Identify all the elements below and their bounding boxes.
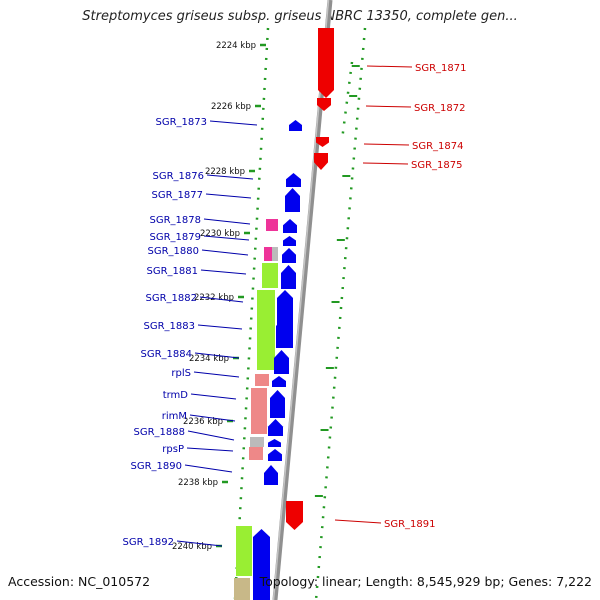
genome-title: Streptomyces griseus subsp. griseus NBRC…	[82, 9, 518, 24]
gene-arrow-forward[interactable]	[253, 529, 270, 600]
gene-label-leader	[176, 540, 223, 547]
gene-label-forward[interactable]: rplS	[171, 368, 191, 379]
gene-arrow-reverse[interactable]	[318, 28, 334, 98]
ruler-label: 2238 kbp	[178, 478, 218, 488]
gene-label-leader	[365, 105, 412, 108]
cds-feature-block[interactable]	[264, 247, 272, 261]
gene-label-reverse[interactable]: SGR_1875	[411, 160, 463, 171]
right-guide-ticks	[340, 61, 354, 141]
gene-label-forward[interactable]: SGR_1879	[150, 232, 202, 243]
ruler-label: 2228 kbp	[205, 167, 245, 177]
gene-label-reverse[interactable]: SGR_1871	[415, 63, 467, 74]
cds-feature-block[interactable]	[236, 526, 252, 576]
ruler-label: 2224 kbp	[216, 41, 256, 51]
cds-feature-block[interactable]	[249, 447, 263, 460]
gene-label-forward[interactable]: SGR_1878	[150, 215, 202, 226]
gene-arrow-reverse[interactable]	[316, 137, 329, 147]
gene-label-leader	[203, 235, 250, 241]
gene-arrow-forward[interactable]	[289, 120, 302, 131]
ruler-label: 2234 kbp	[189, 354, 229, 364]
gene-label-leader	[187, 430, 235, 441]
ruler-label: 2230 kbp	[200, 229, 240, 239]
gene-label-leader	[189, 414, 236, 422]
cds-feature-block[interactable]	[250, 437, 264, 447]
gene-arrow-forward[interactable]	[270, 390, 285, 418]
right-dotted-guide	[314, 27, 367, 600]
gene-label-leader	[201, 249, 249, 256]
gene-label-leader	[186, 447, 234, 452]
gene-label-leader	[205, 193, 252, 199]
gene-label-reverse[interactable]: SGR_1891	[384, 519, 436, 530]
gene-label-leader	[209, 120, 258, 126]
gene-arrow-forward[interactable]	[282, 248, 296, 263]
gene-label-forward[interactable]: SGR_1892	[123, 537, 175, 548]
gene-label-leader	[199, 296, 244, 303]
gene-label-leader	[362, 162, 409, 165]
gene-label-forward[interactable]: rpsP	[162, 444, 184, 455]
gene-label-forward[interactable]: SGR_1884	[141, 349, 193, 360]
gene-label-forward[interactable]: SGR_1880	[148, 246, 200, 257]
cds-feature-block[interactable]	[266, 219, 278, 231]
gene-label-forward[interactable]: SGR_1882	[146, 293, 198, 304]
ruler-label: 2240 kbp	[172, 542, 212, 552]
gene-arrow-forward[interactable]	[283, 236, 296, 246]
gene-label-leader	[184, 464, 233, 473]
gene-label-leader	[334, 519, 382, 524]
cds-feature-block[interactable]	[262, 263, 278, 288]
gene-arrow-forward[interactable]	[268, 439, 281, 447]
gene-arrow-forward[interactable]	[281, 265, 296, 289]
gene-label-reverse[interactable]: SGR_1872	[414, 103, 466, 114]
cds-feature-block[interactable]	[255, 374, 269, 386]
gene-arrow-forward[interactable]	[286, 173, 301, 187]
gene-label-leader	[366, 65, 413, 68]
gene-label-forward[interactable]: SGR_1881	[147, 266, 199, 277]
gene-arrow-forward[interactable]	[274, 350, 289, 374]
gene-label-forward[interactable]: rimM	[162, 411, 187, 422]
gene-label-forward[interactable]: SGR_1883	[144, 321, 196, 332]
gene-arrow-forward[interactable]	[285, 188, 300, 212]
gene-arrow-forward[interactable]	[268, 419, 283, 436]
gene-label-forward[interactable]: trmD	[163, 390, 189, 401]
gene-label-leader	[190, 393, 237, 400]
gene-arrow-reverse[interactable]	[317, 98, 331, 111]
gene-label-forward[interactable]: SGR_1888	[134, 427, 186, 438]
gene-label-leader	[203, 218, 251, 225]
gene-label-forward[interactable]: SGR_1890	[131, 461, 183, 472]
gene-label-forward[interactable]: SGR_1873	[156, 117, 208, 128]
genome-summary: Topology: linear; Length: 8,545,929 bp; …	[259, 574, 592, 589]
cds-feature-block[interactable]	[251, 388, 267, 434]
ruler-label: 2232 kbp	[194, 293, 234, 303]
gene-arrow-forward[interactable]	[276, 318, 291, 348]
gene-label-leader	[200, 269, 247, 275]
gene-arrow-forward[interactable]	[283, 219, 297, 233]
ruler-label: 2226 kbp	[211, 102, 251, 112]
gene-arrow-reverse[interactable]	[314, 153, 328, 170]
accession-label: Accession: NC_010572	[8, 574, 151, 589]
gene-label-forward[interactable]: SGR_1876	[153, 171, 205, 182]
gene-label-leader	[206, 174, 254, 180]
gene-label-leader	[194, 352, 240, 359]
cds-feature-block[interactable]	[272, 247, 278, 261]
gene-label-forward[interactable]: SGR_1877	[152, 190, 204, 201]
gene-arrow-forward[interactable]	[264, 465, 278, 485]
cds-feature-block[interactable]	[257, 290, 275, 370]
ruler-label: 2236 kbp	[183, 417, 223, 427]
gene-arrow-forward[interactable]	[272, 376, 286, 387]
gene-label-leader	[363, 143, 410, 146]
cds-feature-block[interactable]	[234, 578, 250, 600]
gene-label-leader	[197, 324, 243, 330]
gene-label-reverse[interactable]: SGR_1874	[412, 141, 464, 152]
gene-label-leader	[193, 371, 240, 378]
gene-arrow-forward[interactable]	[268, 449, 282, 461]
gene-arrow-reverse[interactable]	[286, 501, 303, 530]
